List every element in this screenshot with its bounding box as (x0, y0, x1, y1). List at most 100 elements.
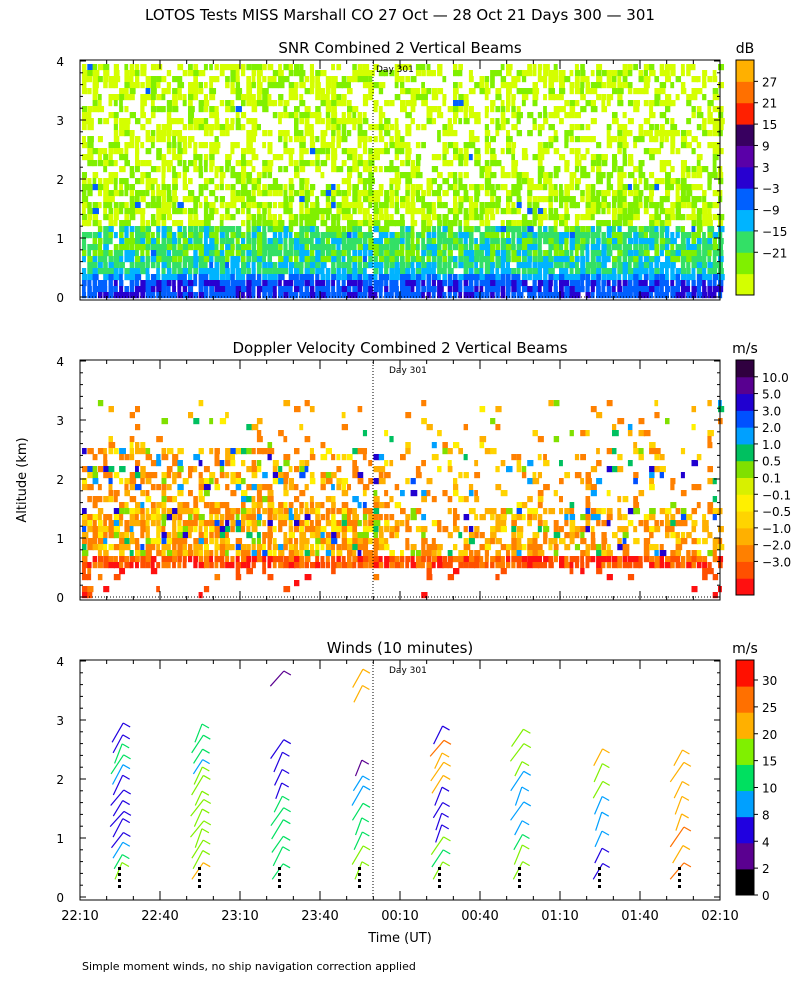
snr-cell (468, 214, 476, 221)
snr-cell (665, 286, 670, 293)
doppler-cell (219, 418, 227, 425)
y-tick-label: 1 (56, 232, 64, 246)
doppler-cell (288, 502, 294, 509)
snr-cell (203, 142, 209, 149)
snr-cell (225, 244, 232, 251)
snr-cell (447, 268, 454, 275)
doppler-cell (458, 556, 466, 563)
snr-cell (718, 280, 724, 287)
snr-cell (251, 184, 258, 191)
doppler-cell (341, 502, 349, 509)
snr-cell (601, 100, 606, 107)
doppler-cell (362, 454, 367, 461)
snr-cell (256, 178, 262, 185)
snr-cell (198, 70, 206, 77)
snr-cell (627, 250, 634, 257)
snr-cell (596, 274, 601, 281)
doppler-cell (389, 550, 395, 557)
doppler-cell (177, 526, 183, 533)
snr-cell (707, 292, 714, 299)
snr-cell (161, 190, 167, 197)
snr-cell (225, 106, 232, 113)
snr-cell (82, 202, 89, 209)
snr-cell (479, 262, 484, 269)
snr-cell (601, 268, 608, 275)
snr-cell (415, 268, 422, 275)
doppler-cell (135, 544, 140, 551)
snr-cell (108, 274, 114, 281)
doppler-cell (82, 586, 89, 593)
doppler-cell (246, 508, 252, 515)
doppler-cell (124, 562, 131, 569)
snr-cell (119, 238, 125, 245)
snr-cell (341, 148, 349, 155)
doppler-cell (140, 442, 146, 449)
doppler-cell (527, 520, 532, 527)
doppler-cell (82, 508, 87, 515)
snr-cell (188, 208, 194, 215)
snr-cell (712, 256, 717, 263)
snr-cell (203, 268, 211, 275)
snr-cell (521, 232, 529, 239)
doppler-cell (585, 502, 591, 509)
snr-cell (166, 166, 172, 173)
snr-cell (564, 250, 570, 257)
snr-cell (410, 220, 418, 227)
snr-cell (712, 190, 719, 197)
snr-cell (225, 256, 230, 263)
snr-cell (246, 274, 253, 281)
snr-cell (378, 166, 383, 173)
snr-cell (246, 178, 253, 185)
doppler-cell (675, 562, 681, 569)
doppler-cell (426, 562, 434, 569)
snr-cell (389, 142, 396, 149)
doppler-cell (82, 478, 88, 485)
snr-cell (362, 70, 369, 77)
snr-cell (574, 64, 579, 71)
snr-cell (574, 262, 579, 269)
snr-cell (389, 232, 395, 239)
snr-cell (421, 64, 426, 71)
snr-cell (198, 220, 205, 227)
snr-cell (325, 100, 332, 107)
snr-cell (654, 124, 660, 131)
snr-cell (304, 274, 312, 281)
snr-cell (659, 142, 664, 149)
doppler-cell (670, 478, 676, 485)
doppler-cell (177, 532, 185, 539)
doppler-cell (548, 538, 554, 545)
snr-cell (267, 292, 273, 299)
snr-cell (203, 184, 209, 191)
doppler-cell (336, 562, 342, 569)
snr-cell (612, 112, 618, 119)
snr-cell (490, 286, 497, 293)
snr-cell (262, 166, 268, 173)
snr-cell (490, 70, 497, 77)
snr-cell (426, 244, 433, 251)
doppler-cell (479, 406, 486, 413)
snr-cell (320, 274, 326, 281)
snr-cell (468, 70, 473, 77)
snr-cell (675, 292, 683, 299)
snr-cell (341, 214, 348, 221)
doppler-cell (262, 562, 266, 569)
snr-cell (262, 262, 268, 269)
snr-cell (378, 148, 385, 155)
snr-cell (506, 202, 511, 209)
snr-cell (325, 274, 331, 281)
snr-cell (193, 124, 200, 131)
snr-cell (129, 238, 136, 245)
snr-cell (262, 232, 267, 239)
snr-cell (622, 232, 629, 239)
doppler-cell (150, 472, 158, 479)
snr-cell (468, 280, 474, 287)
doppler-cell (325, 448, 332, 455)
colorbar-tick-label: 3 (762, 161, 770, 175)
snr-cell (177, 130, 183, 137)
snr-cell (484, 148, 490, 155)
snr-cell (463, 118, 470, 125)
snr-cell (241, 202, 247, 209)
snr-cell (230, 280, 237, 287)
snr-cell (188, 196, 194, 203)
snr-cell (574, 232, 582, 239)
